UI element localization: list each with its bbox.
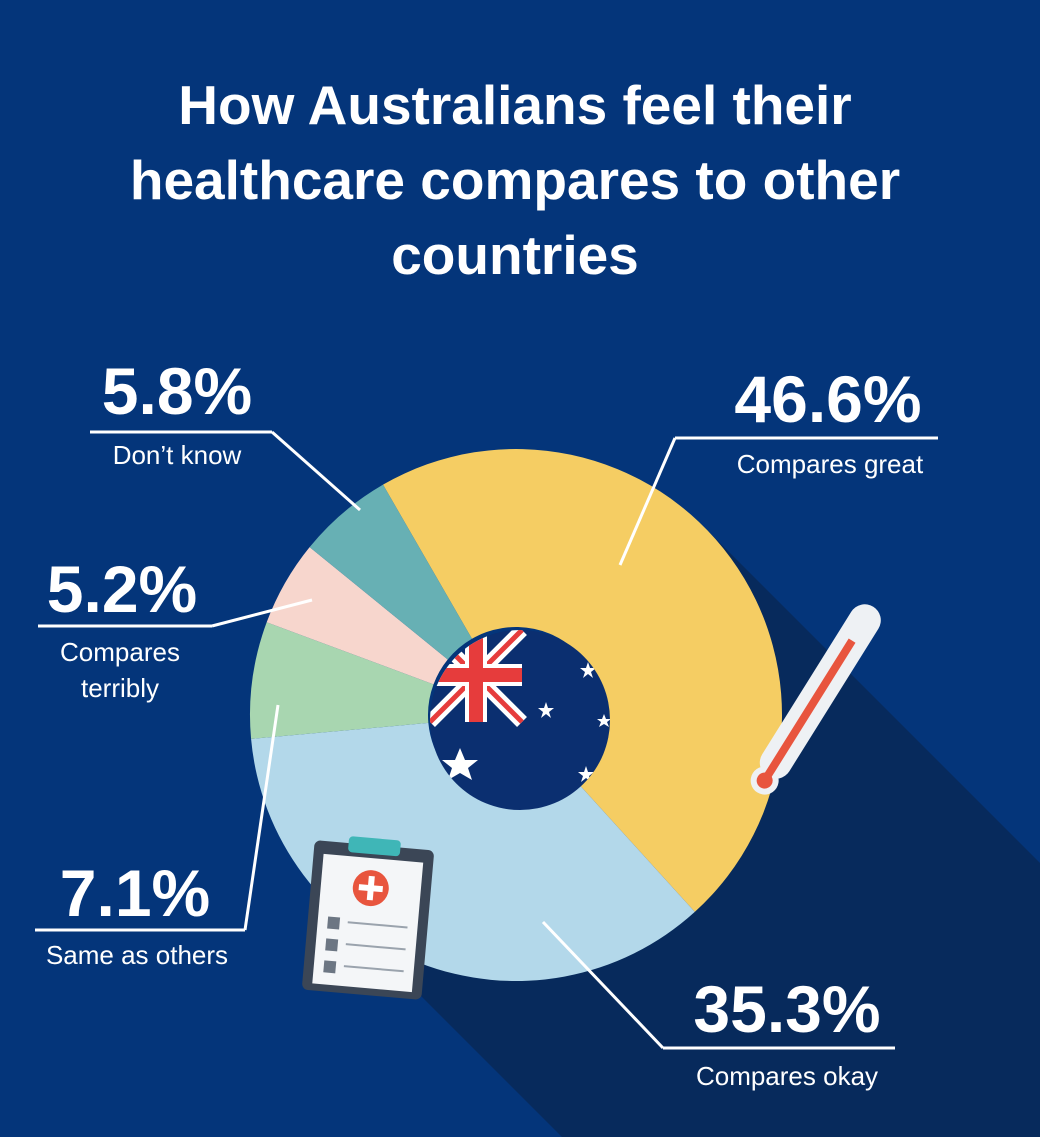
- chart-title: How Australians feel their healthcare co…: [129, 74, 901, 286]
- leader-line: [541, 920, 665, 1050]
- clipboard-icon: [302, 836, 434, 1000]
- leader-line: [243, 704, 280, 931]
- donut-slice: [309, 484, 472, 660]
- value-label: 46.6%: [734, 362, 921, 436]
- leader-line: [618, 437, 677, 566]
- donut: [250, 448, 783, 981]
- donut-slice: [383, 448, 783, 912]
- donut-slice: [266, 547, 448, 685]
- value-label: 35.3%: [693, 972, 880, 1046]
- category-label: Compares great: [736, 449, 924, 479]
- value-label: 5.8%: [102, 354, 252, 428]
- thermometer-icon: [750, 604, 881, 795]
- labels: 46.6% 35.3% 7.1% 5.2% 5.8%: [35, 354, 938, 1050]
- category-label: Compares okay: [695, 1061, 879, 1091]
- value-label: 7.1%: [60, 856, 210, 930]
- category-label: Don’t know: [112, 440, 242, 470]
- category-label: Same as others: [45, 940, 229, 970]
- value-label: 5.2%: [47, 552, 197, 626]
- leader-line: [211, 598, 313, 628]
- donut-slice: [250, 622, 434, 739]
- category-label: Compares terribly: [60, 637, 180, 703]
- leader-line: [271, 430, 361, 512]
